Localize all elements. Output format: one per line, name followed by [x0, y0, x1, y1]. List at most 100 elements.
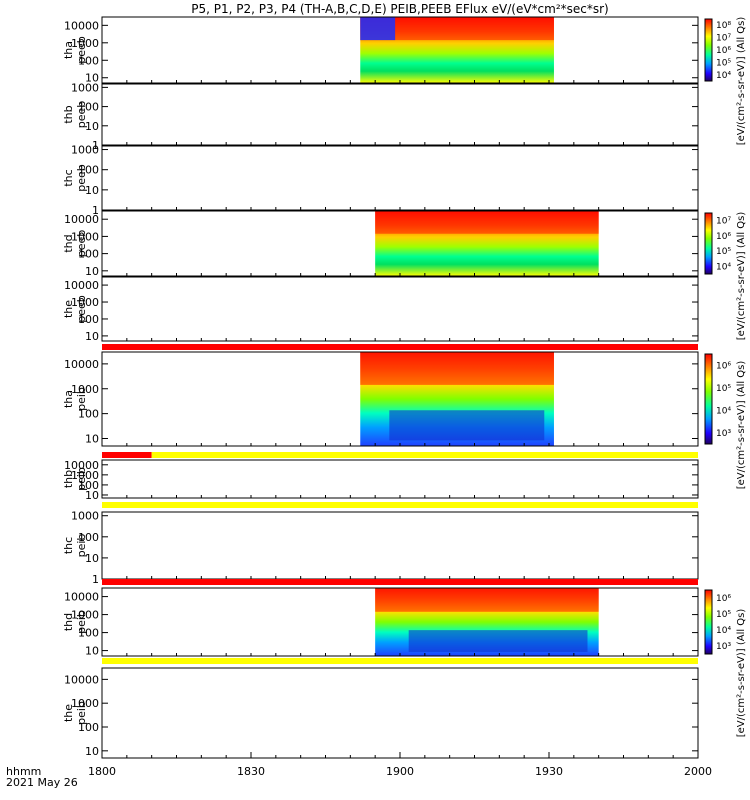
colorbar-title: [eV/(cm²-s-sr-eV)] (All Qs) — [736, 361, 747, 490]
panel-thd-peeb: 10 100 1000 10000 thd peeb — [62, 210, 699, 278]
colorbar-tick-label: 10⁷ — [716, 34, 731, 44]
high-flux-band — [360, 352, 554, 385]
y-tick-label: 100 — [78, 627, 99, 640]
x-row-label: hhmm — [6, 765, 41, 778]
mode-bars-group — [102, 344, 698, 664]
colorbar-tick-label: 10⁶ — [716, 361, 731, 371]
y-tick-label: 10000 — [64, 358, 99, 371]
colorbars-group: 10⁴10⁵10⁶10⁷10⁸10⁴10⁵10⁶10⁷10³10⁴10⁵10⁶1… — [704, 17, 747, 737]
mode-bar-red — [102, 579, 698, 585]
chart-title: P5, P1, P2, P3, P4 (TH-A,B,C,D,E) PEIB,P… — [191, 2, 608, 16]
probe-label: tha — [62, 390, 75, 408]
panel-frame — [101, 667, 699, 759]
mode-bar-red — [102, 452, 152, 458]
colorbar-tick-label: 10⁶ — [716, 594, 731, 604]
high-flux-band — [375, 588, 599, 612]
panel-the-peib: 10 100 1000 10000 the peib — [62, 667, 699, 759]
mode-bar-yellow — [151, 452, 698, 458]
y-tick-label: 10 — [85, 265, 99, 278]
high-flux-band — [360, 17, 554, 41]
colorbar-thd-peib: 10³ 10⁴ 10⁵ 10⁶ — [704, 589, 731, 655]
colorbar-tick-label: 10⁴ — [716, 71, 731, 81]
colorbar-tick-label: 10³ — [716, 429, 731, 439]
time-axis: 1800 1830 1900 1930 2000 — [88, 752, 712, 778]
probe-label: thc — [62, 169, 75, 186]
y-tick-label: 10 — [85, 120, 99, 133]
panel-frame — [101, 459, 699, 499]
probe-label: the — [62, 704, 75, 722]
panel-frame — [101, 83, 699, 146]
y-tick-label: 10000 — [64, 279, 99, 292]
y-tick-label: 10000 — [64, 19, 99, 32]
colorbar-title: [eV/(cm²-s-sr-eV)] (All Qs) — [736, 212, 747, 341]
panel-thd-peib: 10 100 1000 10000 thd peib — [62, 587, 699, 658]
y-tick-label: 10 — [85, 489, 99, 502]
colorbar-tick-label: 10⁶ — [716, 232, 731, 242]
y-tick-label: 100 — [78, 313, 99, 326]
y-tick-label: 1 — [92, 204, 99, 217]
product-label: peib — [75, 610, 88, 634]
colorbar-tick-label: 10³ — [716, 642, 731, 652]
y-tick-label: 1000 — [71, 144, 99, 157]
panel-thb-peeb: 1 10 100 1000 thb peeb — [62, 81, 699, 152]
panel-tha-peeb: 10 100 1000 10000 tha peeb — [62, 16, 699, 85]
product-label: peeb — [75, 101, 88, 129]
y-tick-label: 1000 — [71, 296, 99, 309]
colorbar-tick-label: 10⁴ — [716, 262, 731, 272]
product-label: peib — [75, 387, 88, 411]
y-tick-label: 1000 — [71, 609, 99, 622]
y-tick-label: 1000 — [71, 81, 99, 94]
colorbar-thd-peeb: 10⁴ 10⁵ 10⁶ 10⁷ — [704, 212, 731, 275]
y-tick-label: 10000 — [64, 591, 99, 604]
x-date-label: 2021 May 26 — [6, 776, 78, 789]
y-tick-label: 100 — [78, 164, 99, 177]
low-energy-noise — [389, 410, 545, 441]
y-tick-label: 10000 — [64, 459, 99, 472]
mode-bar-yellow — [102, 502, 698, 508]
y-tick-label: 10 — [85, 330, 99, 343]
x-tick-label: 1900 — [386, 765, 414, 778]
x-tick-label: 1830 — [237, 765, 265, 778]
probe-label: the — [62, 300, 75, 318]
y-tick-label: 1000 — [71, 230, 99, 243]
y-tick-label: 10 — [85, 645, 99, 658]
colorbar-tick-label: 10⁵ — [716, 610, 731, 620]
y-tick-label: 100 — [78, 531, 99, 544]
y-tick-label: 10 — [85, 72, 99, 85]
colorbar-tick-label: 10⁵ — [716, 384, 731, 394]
y-tick-label: 1000 — [71, 697, 99, 710]
y-tick-label: 10 — [85, 184, 99, 197]
product-label: peeb — [75, 230, 88, 258]
product-label: peib — [75, 701, 88, 725]
y-tick-label: 10000 — [64, 673, 99, 686]
panel-tha-peib: 10 100 1000 10000 tha peib — [62, 351, 699, 447]
probe-label: thd — [62, 234, 75, 252]
colorbar-strip — [704, 18, 713, 82]
product-label: peeb — [75, 295, 88, 323]
colorbar-tick-label: 10⁷ — [716, 217, 731, 227]
y-tick-label: 1 — [92, 139, 99, 152]
high-flux-band — [375, 211, 599, 234]
mode-bar-yellow — [102, 658, 698, 664]
colorbar-strip — [704, 353, 713, 445]
colorbar-strip — [704, 212, 713, 275]
y-tick-label: 1 — [92, 573, 99, 586]
y-tick-label: 100 — [78, 408, 99, 421]
x-tick-label: 1930 — [535, 765, 563, 778]
colorbar-tick-label: 10⁴ — [716, 626, 731, 636]
probe-label: thd — [62, 613, 75, 631]
y-tick-label: 1000 — [71, 469, 99, 482]
y-tick-label: 100 — [78, 248, 99, 261]
product-label: peeb — [75, 164, 88, 192]
y-tick-label: 100 — [78, 54, 99, 67]
panel-thc-peib: 1 10 100 1000 thc peib — [62, 510, 699, 586]
colorbar-tick-label: 10⁴ — [716, 406, 731, 416]
y-tick-label: 100 — [78, 479, 99, 492]
y-tick-label: 10000 — [64, 213, 99, 226]
panel-the-peeb: 10 100 1000 10000 the peeb — [62, 276, 699, 343]
panel-frame — [101, 276, 699, 342]
colorbar-tick-label: 10⁵ — [716, 247, 731, 257]
